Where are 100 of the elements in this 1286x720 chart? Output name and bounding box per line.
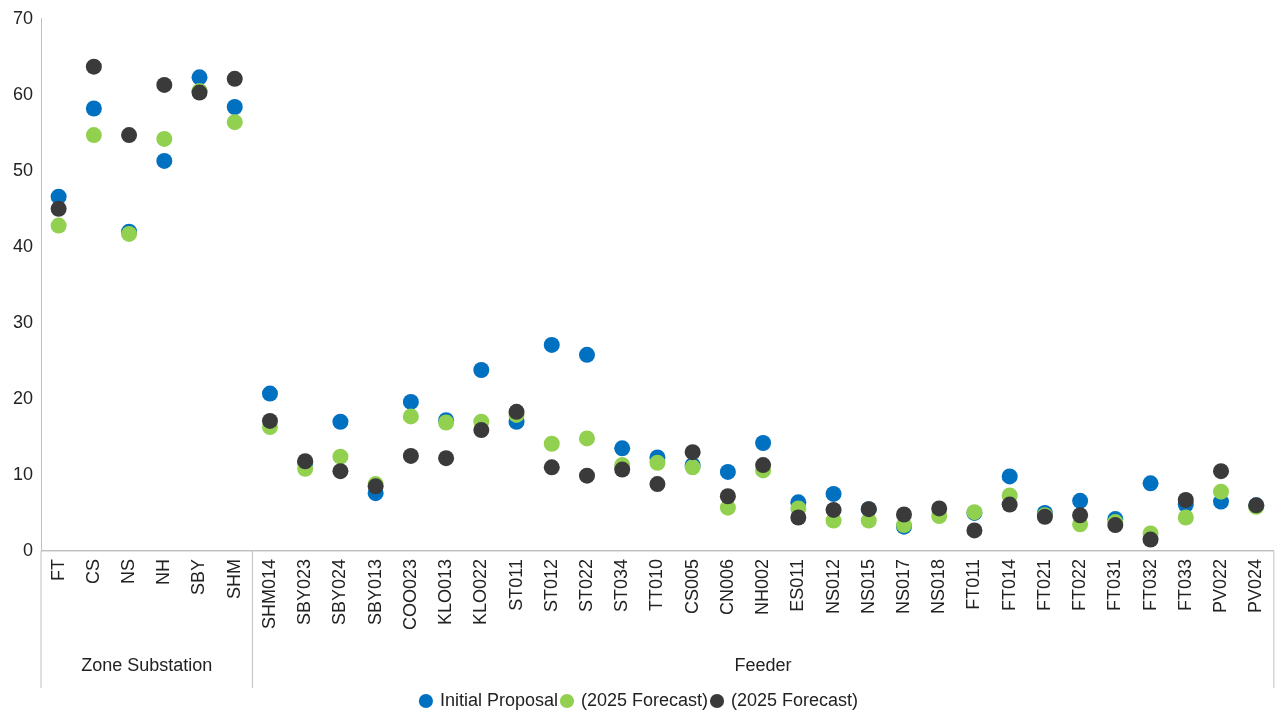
point: [578, 467, 595, 484]
x-tick-label: FT022: [1069, 558, 1090, 611]
point: [755, 435, 772, 452]
y-tick-label: 30: [12, 311, 34, 332]
y-tick-label: 40: [12, 235, 34, 256]
point: [85, 100, 102, 117]
point: [684, 444, 701, 461]
point: [1177, 492, 1194, 509]
x-tick-label: CN006: [716, 558, 737, 615]
x-tick-label: FT032: [1139, 558, 1160, 611]
x-tick-label: SHM014: [258, 558, 279, 629]
point: [614, 461, 631, 478]
point: [825, 485, 842, 502]
x-tick-label: FT014: [998, 558, 1019, 611]
x-tick-label: FT033: [1174, 558, 1195, 611]
point: [50, 217, 67, 234]
point: [50, 200, 67, 217]
x-tick-label: ST011: [505, 558, 526, 611]
x-tick-label: SBY: [188, 558, 209, 595]
point: [578, 346, 595, 363]
x-tick-label: CS: [82, 558, 103, 584]
x-tick-label: NS: [118, 558, 139, 584]
point: [543, 459, 560, 476]
x-tick-label: FT021: [1033, 558, 1054, 611]
point: [966, 522, 983, 539]
point: [402, 393, 419, 410]
point: [261, 385, 278, 402]
x-tick-label: SBY013: [364, 558, 385, 626]
point: [896, 506, 912, 523]
point: [1001, 468, 1018, 485]
x-tick-label: NS017: [892, 558, 913, 615]
point: [438, 450, 455, 467]
text: Feeder: [734, 654, 792, 675]
x-tick-label: NS018: [928, 558, 949, 615]
legend-label: (2025 Forecast): [731, 689, 859, 710]
point: [825, 501, 842, 518]
point: [85, 58, 102, 75]
x-tick-label: SHM: [223, 558, 244, 599]
point: [473, 362, 490, 379]
x-tick-label: NS015: [857, 558, 878, 615]
x-tick-label: ST034: [611, 558, 632, 613]
point: [719, 488, 736, 505]
point: [543, 336, 560, 353]
legend-label: (2025 Forecast): [580, 689, 709, 710]
point: [332, 463, 349, 480]
x-tick-label: ES011: [787, 558, 808, 612]
point: [156, 76, 173, 93]
x-tick-label: NS012: [822, 558, 843, 615]
point: [261, 412, 278, 429]
x-tick-label: COO023: [399, 558, 420, 631]
x-tick-label: NH002: [752, 558, 773, 615]
point: [1213, 463, 1230, 480]
x-tick-label: CS005: [681, 558, 702, 615]
point: [226, 114, 243, 131]
point: [1142, 531, 1159, 548]
x-tick-label: SBY024: [329, 558, 350, 626]
point: [402, 408, 419, 425]
point: [755, 457, 772, 474]
point: [473, 422, 490, 439]
point: [226, 70, 243, 87]
y-tick-label: 20: [12, 387, 34, 408]
point: [85, 127, 102, 144]
x-tick-label: SBY023: [294, 558, 315, 626]
x-tick-label: FT011: [963, 558, 984, 610]
y-tick-label: 50: [12, 159, 34, 180]
x-tick-label: FT031: [1104, 558, 1125, 611]
point: [1177, 509, 1194, 526]
point: [1142, 475, 1159, 492]
x-tick-label: KLO013: [435, 558, 456, 626]
point: [931, 500, 948, 517]
point: [649, 476, 666, 493]
point: [156, 130, 173, 147]
point: [1072, 492, 1089, 509]
x-tick-label: FT: [47, 558, 68, 581]
point: [719, 463, 736, 480]
point: [226, 98, 243, 115]
point: [121, 127, 138, 144]
x-tick-label: PV022: [1209, 558, 1230, 614]
point: [1001, 496, 1018, 513]
point: [332, 413, 349, 430]
point: [578, 430, 595, 447]
x-tick-label: NH: [153, 558, 174, 585]
x-tick-label: ST022: [575, 558, 596, 613]
point: [156, 152, 173, 169]
x-tick-label: ST012: [540, 558, 561, 613]
text: Zone Substation: [81, 654, 213, 675]
y-tick-label: 10: [12, 463, 34, 484]
y-tick-label: 60: [12, 83, 34, 104]
point: [543, 435, 560, 452]
point: [649, 454, 666, 471]
y-tick-label: 0: [23, 539, 34, 560]
point: [614, 440, 631, 457]
point: [1072, 507, 1089, 524]
x-tick-label: KLO022: [470, 558, 491, 626]
x-tick-label: TT010: [646, 558, 667, 611]
x-tick-label: PV024: [1245, 558, 1266, 614]
y-tick-label: 70: [12, 7, 34, 28]
point: [402, 447, 419, 464]
point: [790, 509, 807, 526]
point: [332, 448, 349, 465]
